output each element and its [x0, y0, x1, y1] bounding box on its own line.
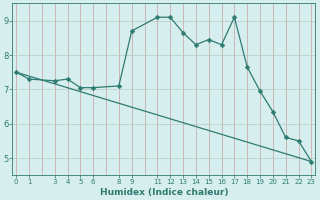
X-axis label: Humidex (Indice chaleur): Humidex (Indice chaleur) [100, 188, 228, 197]
